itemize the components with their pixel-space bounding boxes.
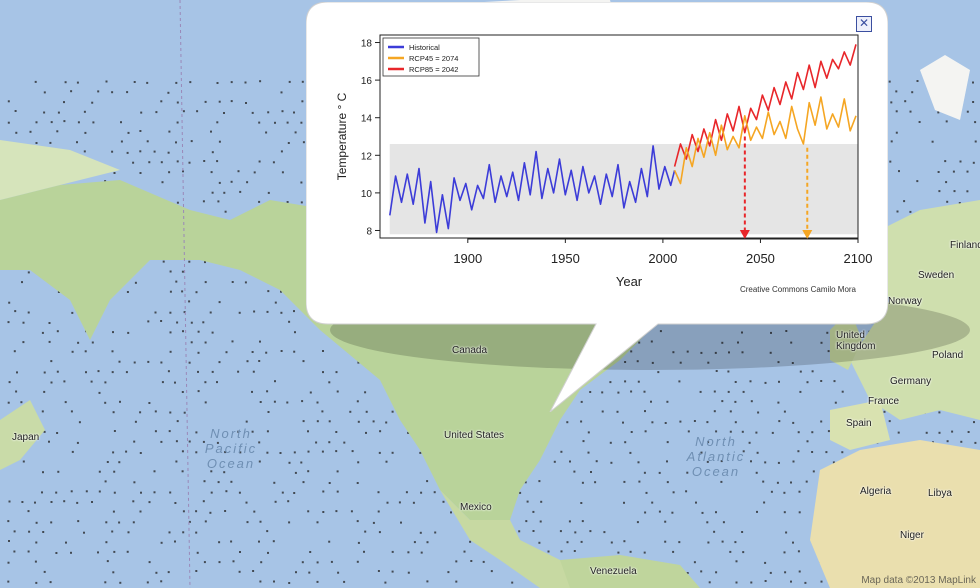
y-tick-label-4: 16 (361, 76, 373, 87)
central-america-land (440, 490, 580, 588)
info-window: 1900 1950 2000 2050 2100 8 10 12 14 16 18 Year Tempe… (306, 2, 888, 412)
x-tick-label-0: 1900 (453, 251, 482, 266)
x-tick-label-3: 2050 (746, 251, 775, 266)
map-copyright: Map data ©2013 MapLink (861, 575, 976, 586)
label-japan: Japan (12, 432, 40, 443)
y-axis-label: Temperature ° C (335, 92, 349, 180)
africa-land (810, 440, 980, 588)
asia-land (0, 140, 120, 200)
date-line (179, 0, 191, 588)
y-tick-label-3: 14 (361, 114, 373, 125)
legend-label-1: RCP45 = 2074 (409, 54, 458, 63)
reference-band (389, 144, 858, 235)
legend-label-0: Historical (409, 43, 440, 52)
x-tick-label-4: 2100 (844, 251, 873, 266)
north-america-land (0, 180, 660, 520)
series-line-0 (389, 145, 676, 234)
label-north-pacific: North Pacific Ocean (204, 426, 258, 471)
label-united-kingdom: United Kingdom (836, 330, 876, 352)
label-mexico: Mexico (460, 502, 492, 513)
y-tick-label-2: 12 (361, 151, 373, 162)
svalbard-land (920, 55, 970, 120)
label-france: France (868, 396, 900, 407)
x-tick-label-1: 1950 (551, 251, 580, 266)
threshold-arrow-1 (802, 230, 813, 239)
label-poland: Poland (932, 350, 964, 361)
label-norway: Norway (888, 296, 922, 307)
uk-land (830, 310, 862, 370)
threshold-arrow-0 (739, 230, 750, 239)
label-finland: Finland (950, 240, 980, 251)
chart-legend: Historical RCP45 = 2074 RCP85 = 2042 (382, 37, 480, 77)
label-canada: Canada (452, 345, 488, 356)
close-button[interactable]: ✕ (856, 16, 872, 32)
label-algeria: Algeria (860, 486, 892, 497)
iberia-land (830, 400, 890, 450)
chart-credit: Creative Commons Camilo Mora (740, 285, 857, 294)
label-libya: Libya (928, 488, 952, 499)
label-north-atlantic: North Atlantic Ocean (686, 434, 746, 479)
close-icon: ✕ (858, 16, 870, 30)
south-america-land (560, 555, 700, 588)
legend-label-2: RCP85 = 2042 (409, 65, 458, 74)
y-tick-label-1: 10 (361, 189, 373, 200)
x-tick-label-2: 2000 (648, 251, 677, 266)
label-germany: Germany (890, 376, 932, 387)
label-sweden: Sweden (918, 270, 955, 281)
temperature-chart: 1900 1950 2000 2050 2100 8 10 12 14 16 18 Year Tempe… (335, 34, 873, 294)
x-axis-label: Year (616, 274, 643, 289)
y-tick-label-0: 8 (366, 226, 372, 237)
series-line-1 (673, 44, 857, 167)
label-spain: Spain (846, 418, 872, 429)
series-line-2 (673, 96, 857, 185)
label-niger: Niger (900, 530, 924, 541)
label-united-states: United States (444, 430, 505, 441)
label-venezuela: Venezuela (590, 566, 637, 577)
plot-frame (379, 34, 859, 239)
japan-land (0, 400, 45, 470)
y-tick-label-5: 18 (361, 39, 373, 50)
